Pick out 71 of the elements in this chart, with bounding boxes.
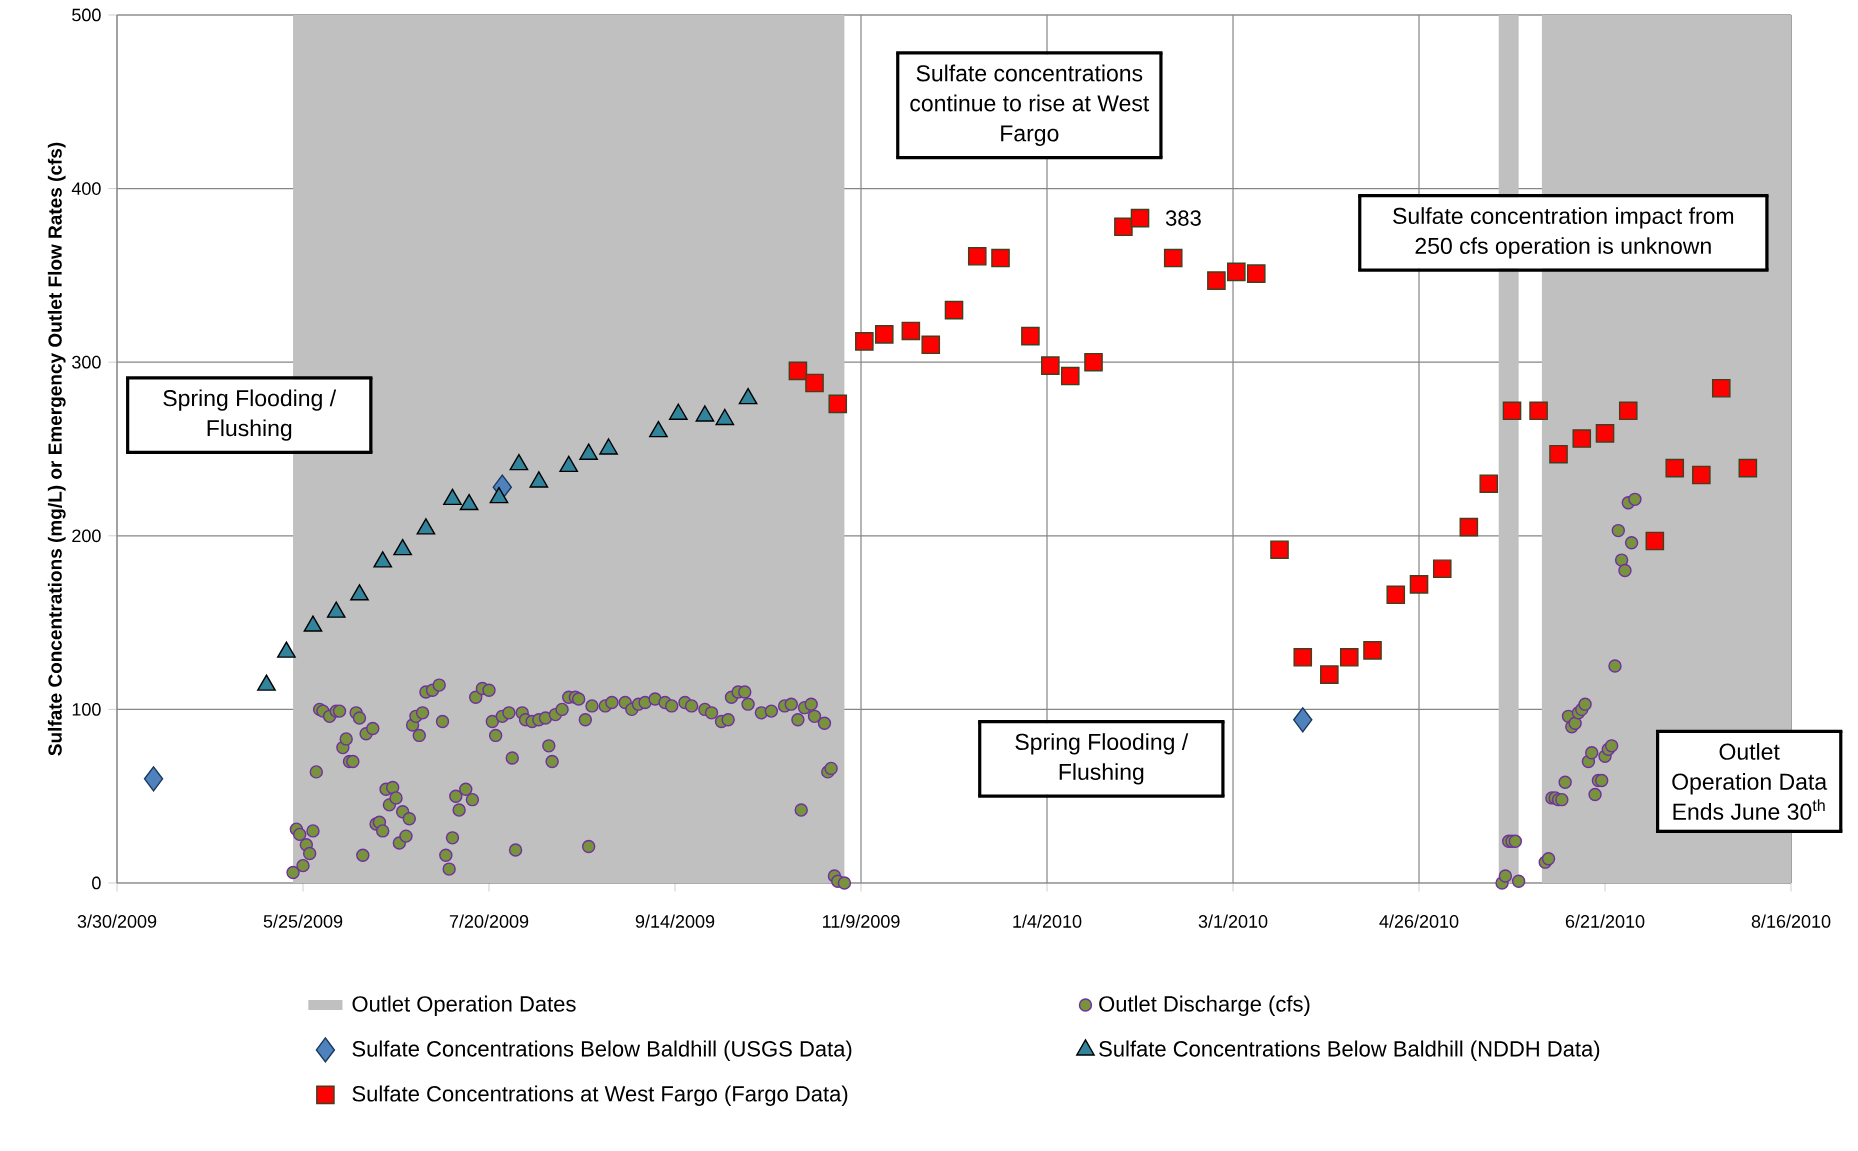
point <box>1320 665 1339 684</box>
x-tick-label: 6/21/2010 <box>1565 914 1645 928</box>
x-tick-label: 4/26/2010 <box>1379 914 1459 928</box>
annotation: Spring Flooding / Flushing <box>163 389 337 441</box>
point <box>1363 641 1382 660</box>
x-tick-label: 9/14/2009 <box>635 914 715 928</box>
legend-label: Outlet Discharge (cfs) <box>1099 995 1310 1017</box>
point <box>143 766 164 792</box>
point <box>1084 352 1103 372</box>
y-tick-label: 300 <box>72 355 101 369</box>
point <box>874 325 894 344</box>
point <box>1549 444 1568 464</box>
point <box>1459 517 1479 537</box>
point <box>1270 540 1289 559</box>
point <box>1207 271 1226 290</box>
x-tick-label: 3/30/2009 <box>77 914 157 928</box>
legend-label: Sulfate Concentrations Below Baldhill (NDDH Data) <box>1099 1040 1600 1061</box>
point <box>901 321 921 341</box>
y-axis-title: Sulfate Concentrations (mg/L) or Emergency Outlet Flow Rates (cfs) <box>47 142 66 756</box>
point <box>1060 366 1080 386</box>
point <box>1163 248 1183 268</box>
point <box>1041 356 1060 375</box>
x-tick-label: 3/1/2010 <box>1198 914 1268 928</box>
point <box>855 332 874 351</box>
point <box>921 335 941 355</box>
annotation: Sulfate concentrations continue to rise at West Fargo <box>910 64 1150 146</box>
point <box>1432 559 1452 579</box>
annotation: Spring Flooding / Flushing <box>1015 733 1189 785</box>
point <box>1409 575 1429 594</box>
annotation: Sulfate concentration impact from 250 cfs operation is unknown <box>1393 207 1734 259</box>
point <box>1227 262 1246 282</box>
x-tick-label: 5/25/2009 <box>263 914 343 928</box>
point <box>1246 264 1266 283</box>
legend-label: Sulfate Concentrations Below Baldhill (USGS Data) <box>352 1040 852 1061</box>
legend-label: Sulfate Concentrations at West Fargo (Fargo Data) <box>352 1085 848 1106</box>
point <box>1595 424 1615 443</box>
legend-label: Outlet Operation Dates <box>352 995 576 1017</box>
point <box>1130 208 1150 228</box>
point <box>1529 401 1548 421</box>
point <box>1386 585 1406 605</box>
y-tick-label: 200 <box>72 529 101 543</box>
point <box>805 373 824 393</box>
point <box>944 300 964 320</box>
x-tick-label: 7/20/2009 <box>449 914 529 928</box>
point <box>1339 648 1359 667</box>
point <box>1711 378 1731 398</box>
point <box>991 248 1010 268</box>
point <box>1293 648 1313 667</box>
y-tick-label: 100 <box>72 703 101 716</box>
y-tick-label: 400 <box>71 182 101 195</box>
y-tick-label: 500 <box>72 8 101 22</box>
point <box>967 247 987 266</box>
x-tick-label: 8/16/2010 <box>1751 914 1831 928</box>
point <box>1021 326 1040 346</box>
point <box>1665 458 1685 478</box>
point <box>1502 401 1522 421</box>
x-tick-label: 11/9/2009 <box>823 914 900 928</box>
point <box>1692 465 1711 485</box>
point <box>1572 429 1592 448</box>
point <box>1645 531 1665 551</box>
x-tick-label: 1/4/2010 <box>1013 914 1082 928</box>
point <box>1479 474 1499 494</box>
annotation: 383 <box>1165 210 1201 226</box>
point <box>788 361 808 381</box>
annotation: Outlet Operation Data Ends June 30$^{th}$ <box>1672 742 1828 820</box>
point <box>1618 401 1638 421</box>
point <box>1738 458 1758 478</box>
y-tick-label: 0 <box>92 876 101 890</box>
point <box>1114 217 1133 237</box>
point <box>1293 707 1313 733</box>
point <box>828 394 848 414</box>
